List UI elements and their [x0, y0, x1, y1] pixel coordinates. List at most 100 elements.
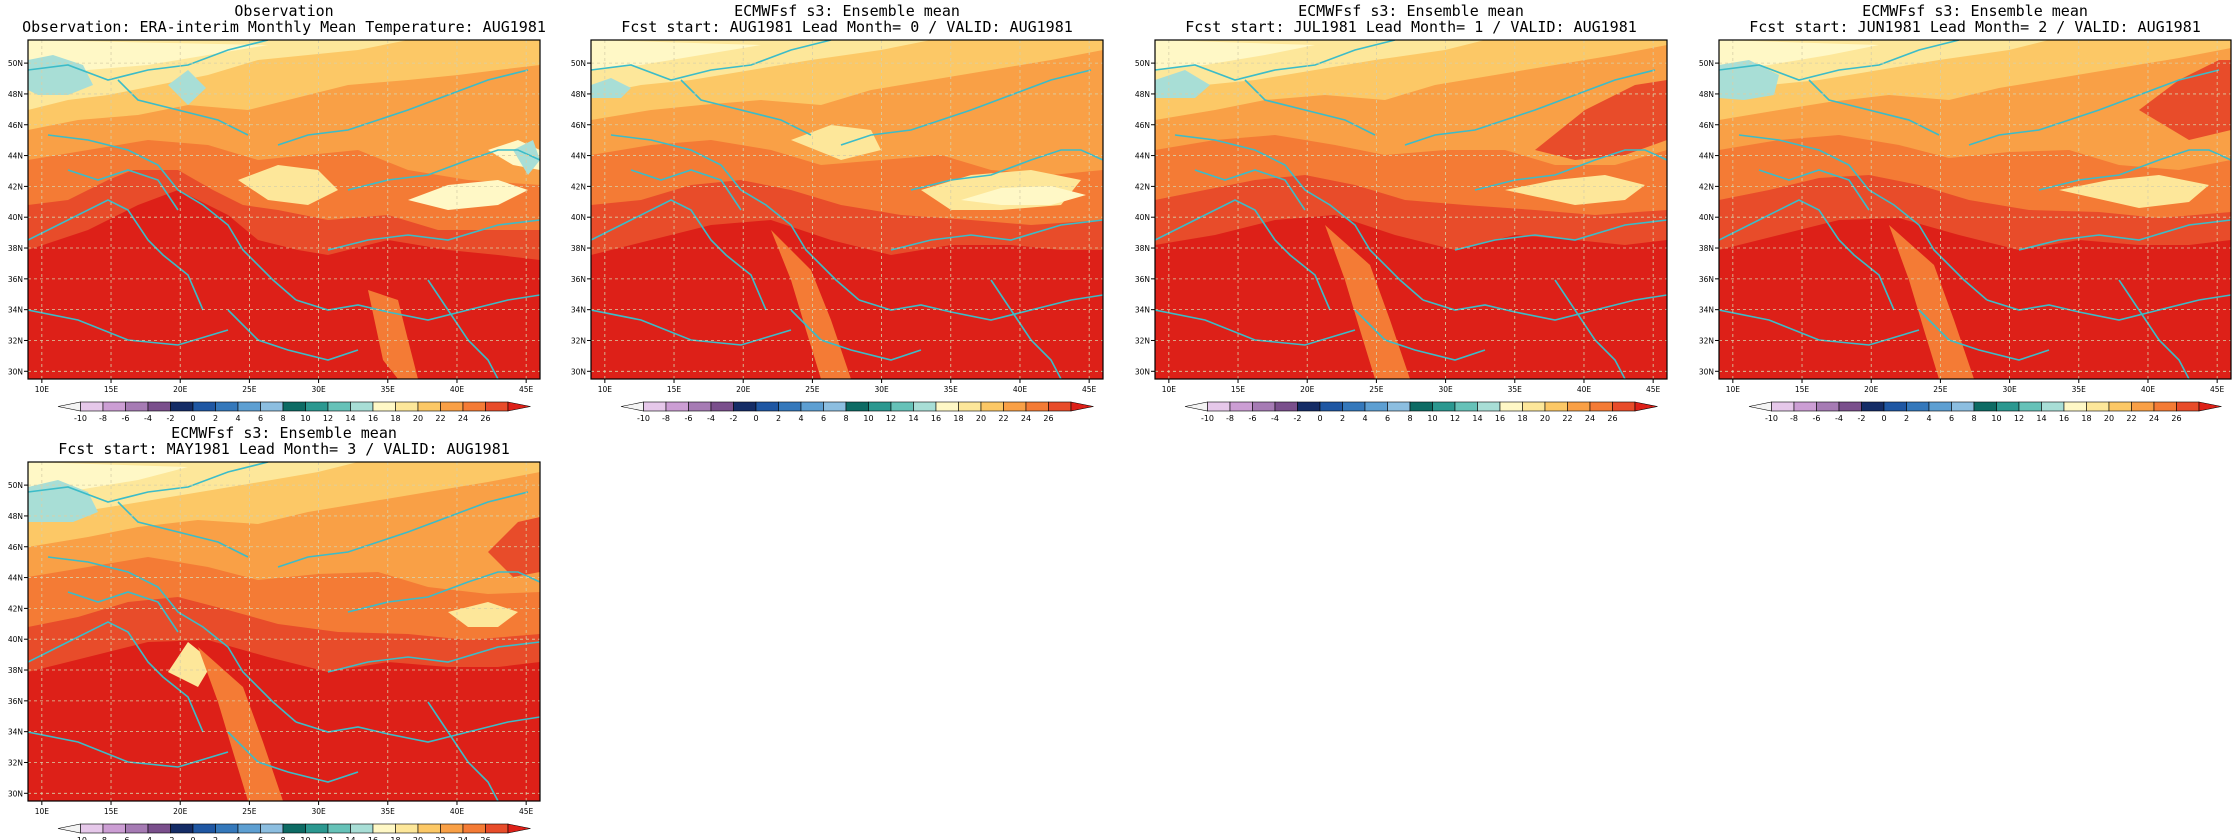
colorbar-swatch — [868, 401, 892, 412]
colorbar-label: 6 — [1385, 414, 1390, 423]
colorbar-label: 18 — [390, 836, 400, 840]
colorbar-swatch — [102, 401, 126, 412]
colorbar-label: 8 — [843, 414, 848, 423]
colorbar-label: -2 — [167, 836, 175, 840]
colorbar-swatch — [778, 401, 802, 412]
colorbar-swatch — [1319, 401, 1343, 412]
colorbar-label: 16 — [1495, 414, 1505, 423]
colorbar-swatch — [372, 401, 396, 412]
colorbar-swatch — [1048, 401, 1072, 412]
lon-tick-label: 40E — [450, 807, 465, 816]
lon-tick-label: 20E — [1300, 385, 1315, 394]
colorbar-label: 8 — [1407, 414, 1412, 423]
colorbar-swatch — [1634, 401, 1658, 412]
colorbar-swatch — [2041, 401, 2065, 412]
lon-axis-ticks: 10E 15E 20E 25E 30E 35E 40E 45E — [1726, 379, 2225, 394]
lat-axis-ticks: 30N 32N 34N 36N 38N 40N 42N 44N 46N 48N 50N — [1135, 59, 1155, 376]
lat-tick-label: 42N — [8, 182, 23, 191]
colorbar-label: 0 — [190, 414, 195, 423]
colorbar-swatch — [395, 823, 419, 834]
colorbar-label: 10 — [300, 836, 310, 840]
panel-title-line1: ECMWFsf s3: Ensemble mean — [734, 2, 960, 20]
lon-tick-label: 10E — [598, 385, 613, 394]
colorbar-label: 4 — [235, 836, 240, 840]
colorbar-label: 24 — [1585, 414, 1595, 423]
lat-tick-label: 32N — [571, 336, 586, 345]
colorbar-label: 26 — [1043, 414, 1053, 423]
colorbar-label: 12 — [2014, 414, 2024, 423]
colorbar-swatch — [372, 823, 396, 834]
lat-tick-label: 38N — [1699, 244, 1714, 253]
lon-tick-label: 10E — [1726, 385, 1741, 394]
lat-tick-label: 34N — [1135, 306, 1150, 315]
colorbar-swatch — [823, 401, 847, 412]
colorbar-label: 10 — [1427, 414, 1437, 423]
colorbar-swatch — [192, 823, 216, 834]
colorbar-swatch — [1207, 401, 1231, 412]
colorbar-swatch — [80, 401, 104, 412]
lon-tick-label: 35E — [2072, 385, 2087, 394]
lon-tick-label: 10E — [35, 385, 50, 394]
lat-tick-label: 30N — [571, 367, 586, 376]
lat-tick-label: 50N — [571, 59, 586, 68]
lon-axis-ticks: 10E 15E 20E 25E 30E 35E 40E 45E — [35, 801, 534, 816]
map-panel-lead-0: ECMWFsf s3: Ensemble mean Fcst start: AU… — [571, 2, 1104, 423]
colorbar-swatch — [2131, 401, 2155, 412]
colorbar-label: -10 — [1765, 414, 1778, 423]
map-frame — [27, 461, 541, 802]
colorbar-label: 10 — [300, 414, 310, 423]
colorbar-label: 24 — [458, 836, 468, 840]
colorbar-label: 2 — [213, 414, 218, 423]
colorbar-label: 6 — [1949, 414, 1954, 423]
colorbar-swatch — [980, 401, 1004, 412]
lat-tick-label: 36N — [1699, 275, 1714, 284]
colorbar-label: 2 — [213, 836, 218, 840]
lat-tick-label: 30N — [8, 367, 23, 376]
lat-tick-label: 32N — [8, 758, 23, 767]
lat-tick-label: 48N — [1135, 90, 1150, 99]
lon-tick-label: 10E — [1162, 385, 1177, 394]
lat-tick-label: 46N — [1135, 121, 1150, 130]
colorbar-label: 24 — [2149, 414, 2159, 423]
lon-tick-label: 15E — [104, 385, 119, 394]
colorbar-swatch — [1838, 401, 1862, 412]
colorbar-swatch — [913, 401, 937, 412]
lon-tick-label: 20E — [173, 385, 188, 394]
lon-tick-label: 40E — [2141, 385, 2156, 394]
lat-tick-label: 34N — [571, 306, 586, 315]
colorbar-swatch — [282, 823, 306, 834]
colorbar-label: -4 — [144, 414, 152, 423]
gridlines — [591, 40, 1103, 379]
colorbar-swatch — [417, 401, 441, 412]
lat-axis-ticks: 30N 32N 34N 36N 38N 40N 42N 44N 46N 48N 50N — [1699, 59, 1719, 376]
colorbar-swatch — [665, 401, 689, 412]
lon-tick-label: 45E — [519, 385, 534, 394]
colorbar-swatch — [1387, 401, 1411, 412]
colorbar-swatch — [1544, 401, 1568, 412]
lat-tick-label: 40N — [1699, 213, 1714, 222]
colorbar-label: 16 — [931, 414, 941, 423]
colorbar-label: -4 — [144, 836, 152, 840]
lon-tick-label: 45E — [1646, 385, 1661, 394]
colorbar-label: 2 — [776, 414, 781, 423]
colorbar-swatch — [1748, 401, 1772, 412]
colorbar-swatch — [462, 823, 486, 834]
colorbar-swatch — [643, 401, 667, 412]
colorbar-label: 26 — [480, 836, 490, 840]
map-frame — [590, 39, 1104, 380]
colorbar-label: 4 — [1362, 414, 1367, 423]
colorbar-label: 12 — [323, 414, 333, 423]
colorbar-label: 0 — [190, 836, 195, 840]
colorbar-swatch — [755, 401, 779, 412]
colorbar-swatch — [440, 823, 464, 834]
colorbar-label: 14 — [2036, 414, 2046, 423]
colorbar-swatch — [1342, 401, 1366, 412]
colorbar-swatch — [1522, 401, 1546, 412]
lon-axis-ticks: 10E 15E 20E 25E 30E 35E 40E 45E — [35, 379, 534, 394]
colorbar-label: 14 — [345, 836, 355, 840]
colorbar-label: 20 — [2104, 414, 2114, 423]
